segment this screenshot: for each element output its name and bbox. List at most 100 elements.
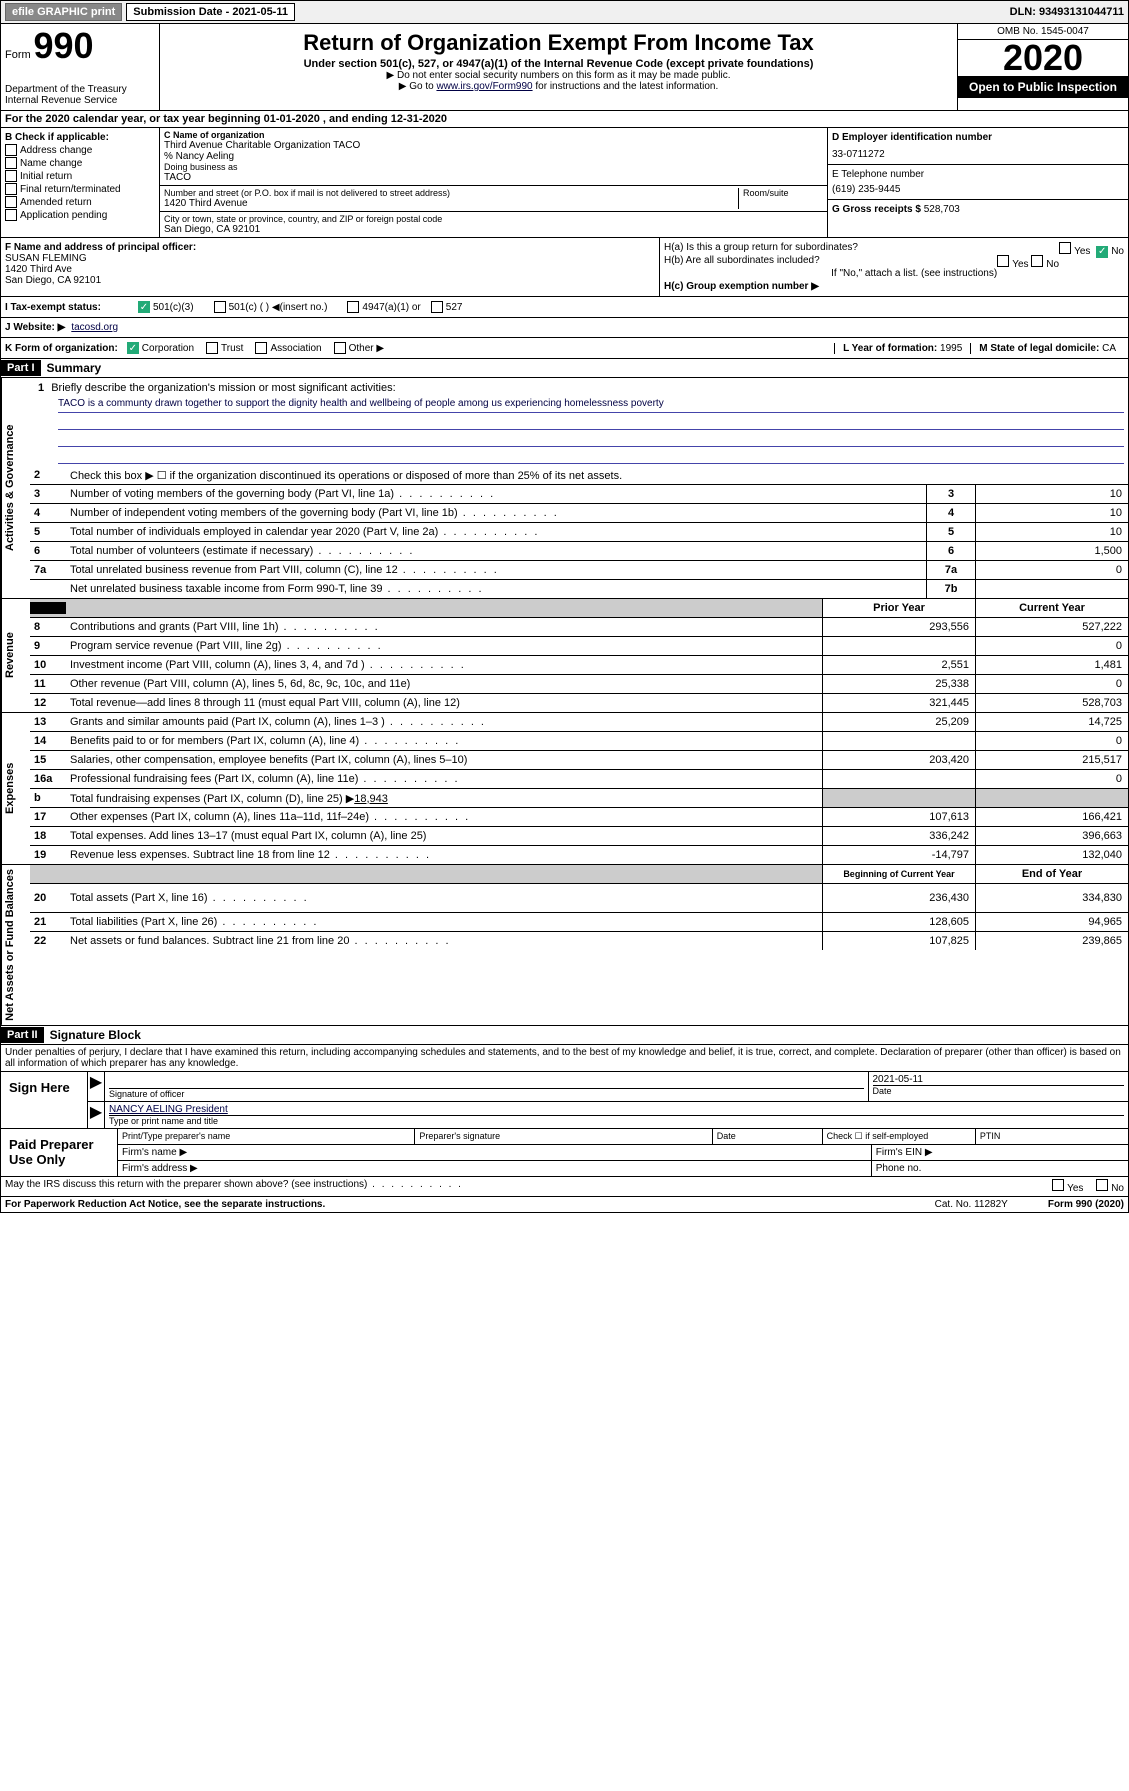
p20: 236,430 [822, 884, 975, 912]
p22: 107,825 [822, 932, 975, 950]
ha-no-checkbox-checked[interactable]: ✓ [1096, 246, 1108, 258]
efile-button[interactable]: efile GRAPHIC print [5, 3, 122, 21]
vtab-governance: Activities & Governance [1, 378, 30, 598]
checkbox-initial-return[interactable] [5, 170, 17, 182]
line-19: Revenue less expenses. Subtract line 18 … [66, 849, 822, 861]
c18: 396,663 [975, 827, 1128, 845]
val-4: 10 [975, 504, 1128, 522]
hb-no: No [1046, 259, 1059, 270]
city-state-zip: San Diego, CA 92101 [164, 224, 823, 235]
discuss-no-checkbox[interactable] [1096, 1179, 1108, 1191]
assoc-checkbox[interactable] [255, 342, 267, 354]
501c3-checkbox-checked[interactable]: ✓ [138, 301, 150, 313]
officer-addr1: 1420 Third Ave [5, 264, 655, 275]
p19: -14,797 [822, 846, 975, 864]
c21: 94,965 [975, 913, 1128, 931]
b-2: Initial return [20, 171, 72, 182]
l16b-pre: Total fundraising expenses (Part IX, col… [70, 793, 354, 805]
firm-addr-label: Firm's address ▶ [118, 1161, 872, 1176]
note-ssn: ▶ Do not enter social security numbers o… [164, 70, 953, 81]
sign-here-label: Sign Here [1, 1072, 88, 1128]
checkbox-amended[interactable] [5, 196, 17, 208]
vtab-revenue: Revenue [1, 599, 30, 712]
ha-label: H(a) Is this a group return for subordin… [664, 242, 858, 253]
val-3: 10 [975, 485, 1128, 503]
tax-status-row: I Tax-exempt status: ✓ 501(c)(3) 501(c) … [0, 297, 1129, 318]
discuss-yes-checkbox[interactable] [1052, 1179, 1064, 1191]
checkbox-name-change[interactable] [5, 157, 17, 169]
b-label: B Check if applicable: [5, 132, 155, 143]
ha-yes-checkbox[interactable] [1059, 242, 1071, 254]
line-7b: Net unrelated business taxable income fr… [66, 583, 926, 595]
trust-checkbox[interactable] [206, 342, 218, 354]
line-10: Investment income (Part VIII, column (A)… [66, 659, 822, 671]
cat-no: Cat. No. 11282Y [935, 1199, 1008, 1210]
part-1-badge: Part I [1, 360, 41, 376]
c19: 132,040 [975, 846, 1128, 864]
checkbox-address-change[interactable] [5, 144, 17, 156]
form-footer: Form 990 (2020) [1048, 1199, 1124, 1210]
paid-preparer-block: Paid Preparer Use Only Print/Type prepar… [0, 1129, 1129, 1177]
tax-year: 2020 [958, 40, 1128, 76]
line-12: Total revenue—add lines 8 through 11 (mu… [66, 697, 822, 709]
website-row: J Website: ▶ tacosd.org [0, 318, 1129, 338]
c12: 528,703 [975, 694, 1128, 712]
form-title: Return of Organization Exempt From Incom… [164, 30, 953, 56]
c8: 527,222 [975, 618, 1128, 636]
website-link[interactable]: tacosd.org [71, 322, 118, 333]
checkbox-app-pending[interactable] [5, 209, 17, 221]
line-11: Other revenue (Part VIII, column (A), li… [66, 678, 822, 690]
form-number: 990 [33, 25, 93, 66]
irs-label: Internal Revenue Service [5, 95, 155, 106]
instructions-link[interactable]: www.irs.gov/Form990 [436, 81, 532, 92]
l16b-val: 18,943 [354, 793, 388, 805]
hdr-curr: Current Year [975, 599, 1128, 617]
checkbox-final-return[interactable] [5, 183, 17, 195]
k-other: Other ▶ [349, 343, 384, 354]
other-checkbox[interactable] [334, 342, 346, 354]
c17: 166,421 [975, 808, 1128, 826]
e-phone-label: E Telephone number [832, 169, 1124, 180]
discuss-no: No [1111, 1183, 1124, 1194]
dba-label: Doing business as [164, 162, 823, 172]
phone-value: (619) 235-9445 [832, 184, 1124, 195]
line-6: Total number of volunteers (estimate if … [66, 545, 926, 557]
501c-checkbox[interactable] [214, 301, 226, 313]
p8: 293,556 [822, 618, 975, 636]
k-assoc: Association [270, 343, 321, 354]
p11: 25,338 [822, 675, 975, 693]
submission-date: Submission Date - 2021-05-11 [126, 3, 295, 21]
l-label: L Year of formation: [843, 343, 937, 354]
c14: 0 [975, 732, 1128, 750]
b-1: Name change [20, 158, 82, 169]
hb-yes-checkbox[interactable] [997, 255, 1009, 267]
line-17: Other expenses (Part IX, column (A), lin… [66, 811, 822, 823]
discuss-row: May the IRS discuss this return with the… [0, 1177, 1129, 1197]
entity-block: B Check if applicable: Address change Na… [0, 128, 1129, 238]
form-label: Form [5, 49, 31, 61]
val-6: 1,500 [975, 542, 1128, 560]
phone-label: Phone no. [872, 1161, 1128, 1176]
527-checkbox[interactable] [431, 301, 443, 313]
line-22: Net assets or fund balances. Subtract li… [66, 935, 822, 947]
line-13: Grants and similar amounts paid (Part IX… [66, 716, 822, 728]
p13: 25,209 [822, 713, 975, 731]
hc-label: H(c) Group exemption number ▶ [664, 281, 1124, 292]
hb-label: H(b) Are all subordinates included? [664, 255, 820, 266]
line-16b: Total fundraising expenses (Part IX, col… [66, 792, 822, 805]
expenses-section: Expenses 13Grants and similar amounts pa… [0, 713, 1129, 865]
street-address: 1420 Third Avenue [164, 198, 738, 209]
firm-ein-label: Firm's EIN ▶ [872, 1145, 1128, 1160]
b-4: Amended return [20, 197, 92, 208]
ein-value: 33-0711272 [832, 149, 1124, 160]
corp-checkbox-checked[interactable]: ✓ [127, 342, 139, 354]
4947-checkbox[interactable] [347, 301, 359, 313]
part-1-title: Summary [41, 359, 108, 377]
part-2-header: Part II Signature Block [0, 1026, 1129, 1045]
b-3: Final return/terminated [20, 184, 121, 195]
governance-section: Activities & Governance 1 Briefly descri… [0, 378, 1129, 599]
hb-no-checkbox[interactable] [1031, 255, 1043, 267]
officer-group-block: F Name and address of principal officer:… [0, 238, 1129, 297]
part-2-badge: Part II [1, 1027, 44, 1043]
hb-yes: Yes [1012, 259, 1028, 270]
